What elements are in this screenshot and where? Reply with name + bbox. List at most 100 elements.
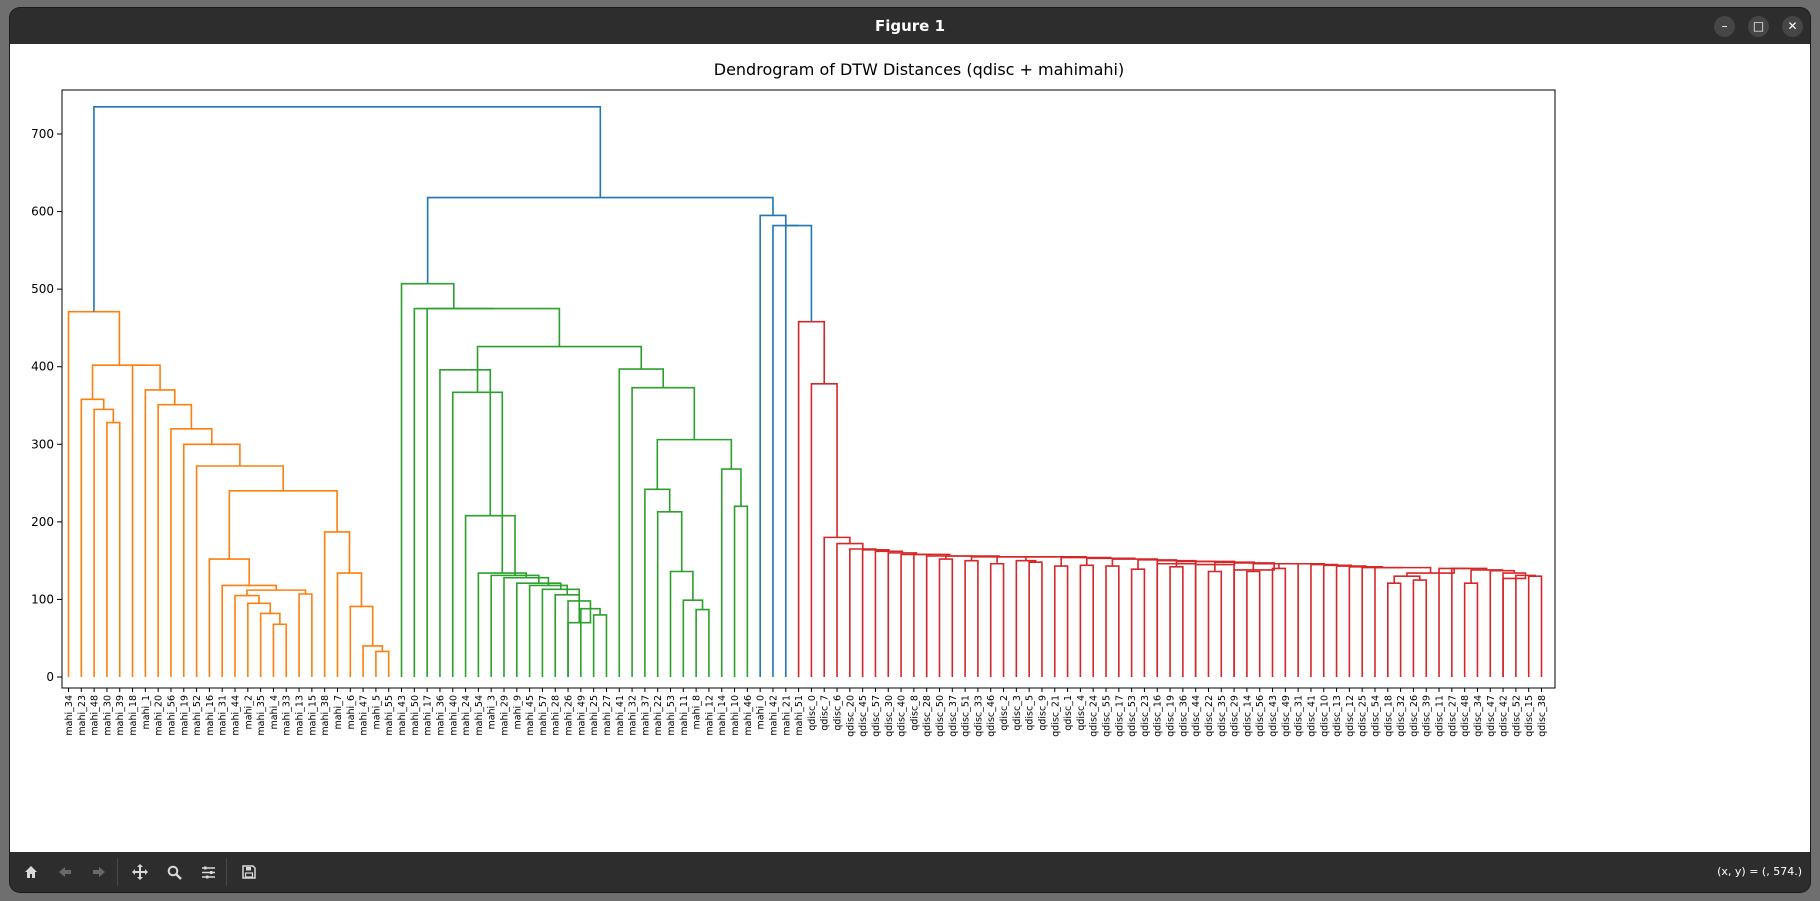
back-button[interactable] xyxy=(52,859,78,885)
dendrogram-links xyxy=(67,106,1543,677)
leaf-label: qdisc_0 xyxy=(807,695,818,731)
leaf-label: mahi_6 xyxy=(346,695,357,730)
leaf-label: mahi_11 xyxy=(679,695,690,736)
dendrogram-link xyxy=(91,364,147,400)
dendrogram-link xyxy=(208,558,251,677)
leaf-label: mahi_3 xyxy=(487,695,498,730)
dendrogram-link xyxy=(1246,570,1261,677)
pan-button[interactable] xyxy=(127,859,153,885)
leaf-label: mahi_24 xyxy=(461,695,472,736)
zoom-button[interactable] xyxy=(161,859,187,885)
y-tick-label: 500 xyxy=(31,282,54,296)
dendrogram-link xyxy=(554,593,581,677)
dendrogram-link xyxy=(93,408,115,677)
leaf-label: qdisc_41 xyxy=(1306,695,1317,737)
dendrogram-link xyxy=(669,570,694,677)
leaf-label: qdisc_42 xyxy=(1499,695,1510,737)
dendrogram-link xyxy=(900,553,932,677)
leaf-label: qdisc_16 xyxy=(1153,695,1164,737)
plot-frame xyxy=(61,89,1556,689)
configure-subplots-icon xyxy=(201,866,215,878)
configure-subplots-button[interactable] xyxy=(195,859,221,885)
leaf-label: mahi_56 xyxy=(166,695,177,736)
leaf-label: mahi_1 xyxy=(141,695,152,730)
leaf-label: qdisc_19 xyxy=(1166,695,1177,737)
dendrogram-link xyxy=(945,555,1000,560)
leaf-label: qdisc_20 xyxy=(845,695,856,737)
leaf-label: mahi_54 xyxy=(474,695,485,736)
y-tick-label: 400 xyxy=(31,360,54,374)
title-bar[interactable]: Figure 1 – □ ✕ xyxy=(10,8,1810,44)
dendrogram-link xyxy=(272,623,288,677)
dendrogram-link xyxy=(349,605,374,677)
dendrogram-link xyxy=(592,614,608,677)
leaf-label: qdisc_49 xyxy=(1281,695,1292,737)
dendrogram-link xyxy=(720,468,742,677)
leaf-label: mahi_57 xyxy=(538,695,549,736)
leaf-label: qdisc_50 xyxy=(935,695,946,737)
dendrogram-link xyxy=(228,490,338,560)
leaf-label: mahi_39 xyxy=(115,695,126,736)
dendrogram-link xyxy=(1015,559,1037,677)
dendrogram-link xyxy=(1361,566,1403,677)
dendrogram-link xyxy=(1502,575,1527,677)
minimize-button[interactable]: – xyxy=(1714,16,1735,37)
leaf-label: qdisc_14 xyxy=(1242,695,1253,737)
figure-canvas[interactable]: Dendrogram of DTW Distances (qdisc + mah… xyxy=(10,44,1810,852)
close-button[interactable]: ✕ xyxy=(1782,16,1803,37)
dendrogram-link xyxy=(516,582,562,677)
dendrogram-link xyxy=(797,320,826,677)
leaf-label: mahi_21 xyxy=(781,695,792,736)
home-button[interactable] xyxy=(18,859,44,885)
dendrogram-link xyxy=(913,553,951,677)
close-icon: ✕ xyxy=(1787,19,1798,33)
maximize-button[interactable]: □ xyxy=(1748,16,1769,37)
leaf-label: mahi_7 xyxy=(333,695,344,730)
leaf-label: qdisc_23 xyxy=(1140,695,1151,737)
leaf-label: mahi_48 xyxy=(90,695,101,736)
dendrogram-link xyxy=(1194,560,1236,677)
dendrogram-link xyxy=(426,196,774,284)
y-tick-label: 0 xyxy=(46,670,54,684)
y-tick-label: 700 xyxy=(31,127,54,141)
dendrogram-link xyxy=(861,548,890,677)
leaf-label: qdisc_54 xyxy=(1370,695,1381,737)
leaf-label: mahi_32 xyxy=(628,695,639,736)
dendrogram-link xyxy=(1028,561,1043,677)
leaf-label: mahi_9 xyxy=(512,695,523,730)
dendrogram-link xyxy=(93,106,602,312)
leaf-label: mahi_43 xyxy=(397,695,408,736)
dendrogram-link xyxy=(1527,575,1543,677)
save-button[interactable] xyxy=(236,859,262,885)
dendrogram-link xyxy=(1169,566,1184,677)
dendrogram-link xyxy=(1085,557,1136,566)
leaf-label: qdisc_10 xyxy=(1319,695,1330,737)
dendrogram-link xyxy=(195,465,284,677)
leaf-label: mahi_15 xyxy=(307,695,318,736)
leaf-label: mahi_12 xyxy=(704,695,715,736)
leaf-label: qdisc_24 xyxy=(1089,695,1100,737)
dendrogram-link xyxy=(503,576,550,677)
dendrogram-link xyxy=(695,608,710,677)
leaf-label: qdisc_34 xyxy=(1473,695,1484,737)
dendrogram-link xyxy=(1502,572,1527,677)
leaf-label: mahi_14 xyxy=(717,695,728,736)
leaf-label: mahi_26 xyxy=(564,695,575,736)
leaf-label: mahi_45 xyxy=(525,695,536,736)
leaf-label: qdisc_40 xyxy=(897,695,908,737)
forward-button[interactable] xyxy=(86,859,112,885)
dendrogram-link xyxy=(336,572,363,677)
leaf-label: qdisc_3 xyxy=(1012,695,1023,731)
forward-icon xyxy=(93,867,105,877)
leaf-label: mahi_10 xyxy=(730,695,741,736)
leaf-label: mahi_42 xyxy=(768,695,779,736)
dendrogram-link xyxy=(1451,567,1488,677)
leaf-label: qdisc_15 xyxy=(1524,695,1535,737)
leaf-label: qdisc_12 xyxy=(1345,695,1356,737)
leaf-label: qdisc_35 xyxy=(1217,695,1228,737)
y-tick-label: 300 xyxy=(31,437,54,451)
dendrogram-link xyxy=(1271,567,1287,677)
x-axis: mahi_34 mahi_23 mahi_48 mahi_30 mahi_39 mahi_… xyxy=(64,688,1548,737)
dendrogram-link xyxy=(618,368,665,677)
leaf-label: mahi_36 xyxy=(435,695,446,736)
